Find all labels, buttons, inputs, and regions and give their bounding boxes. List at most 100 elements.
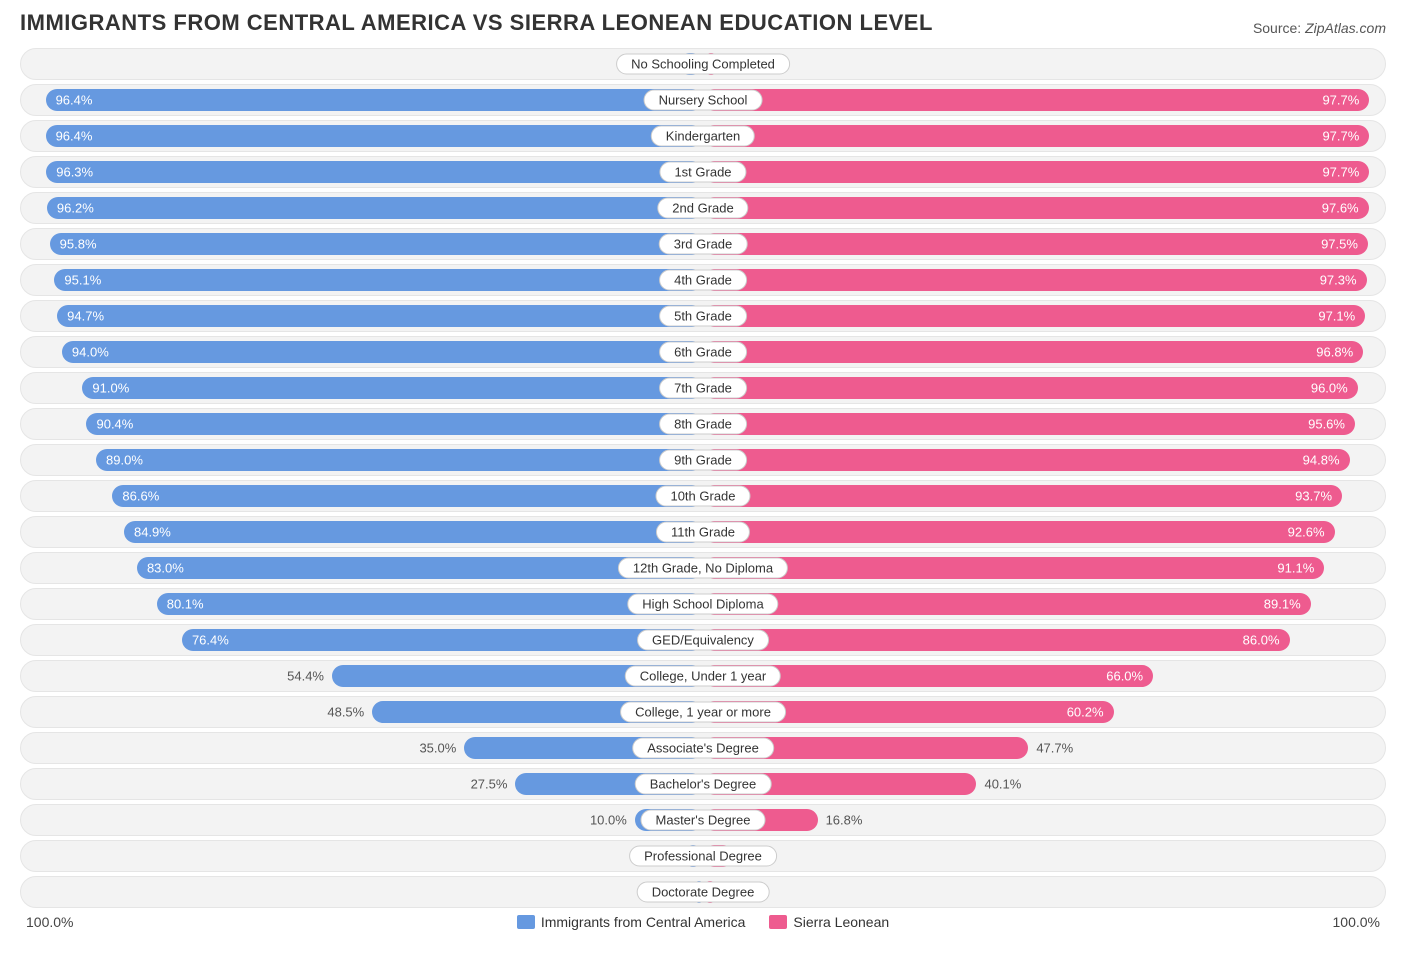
bar-value-right: 97.7%: [1322, 93, 1359, 108]
legend-swatch-left: [517, 915, 535, 929]
diverging-bar-chart: 3.6%2.3%No Schooling Completed96.4%97.7%…: [20, 48, 1386, 908]
bar-right: 96.8%: [703, 341, 1363, 363]
bar-value-right: 95.6%: [1308, 417, 1345, 432]
bar-right: 86.0%: [703, 629, 1290, 651]
chart-row: 48.5% 60.2% College, 1 year or more: [20, 696, 1386, 728]
bar-value-left: 94.0%: [72, 345, 109, 360]
chart-footer: 100.0% Immigrants from Central America S…: [20, 914, 1386, 930]
bar-value-left: 83.0%: [147, 561, 184, 576]
bar-value-left: 96.3%: [56, 165, 93, 180]
category-label: Associate's Degree: [632, 738, 774, 759]
category-label: 7th Grade: [659, 378, 747, 399]
bar-left: 94.0%: [62, 341, 703, 363]
legend: Immigrants from Central America Sierra L…: [517, 914, 889, 930]
bar-value-left: 80.1%: [167, 597, 204, 612]
chart-row: 80.1% 89.1%High School Diploma: [20, 588, 1386, 620]
bar-value-left: 54.4%: [287, 669, 332, 684]
category-label: Master's Degree: [641, 810, 766, 831]
bar-right: 95.6%: [703, 413, 1355, 435]
category-label: Bachelor's Degree: [635, 774, 772, 795]
bar-value-left: 89.0%: [106, 453, 143, 468]
category-label: Nursery School: [644, 90, 763, 111]
category-label: 12th Grade, No Diploma: [618, 558, 788, 579]
chart-row: 27.5%40.1%Bachelor's Degree: [20, 768, 1386, 800]
chart-title: IMMIGRANTS FROM CENTRAL AMERICA VS SIERR…: [20, 10, 933, 36]
category-label: 5th Grade: [659, 306, 747, 327]
bar-left: 96.4%: [46, 125, 703, 147]
bar-value-right: 40.1%: [976, 777, 1021, 792]
axis-max-left: 100.0%: [26, 914, 73, 930]
category-label: High School Diploma: [627, 594, 778, 615]
legend-label-right: Sierra Leonean: [793, 914, 889, 930]
bar-value-right: 97.7%: [1322, 129, 1359, 144]
bar-value-left: 96.2%: [57, 201, 94, 216]
chart-row: 96.4%97.7%Nursery School: [20, 84, 1386, 116]
bar-left: 95.1%: [54, 269, 703, 291]
chart-row: 91.0% 96.0%7th Grade: [20, 372, 1386, 404]
bar-value-left: 48.5%: [327, 705, 372, 720]
bar-value-left: 95.8%: [60, 237, 97, 252]
chart-row: 94.7% 97.1% 5th Grade: [20, 300, 1386, 332]
category-label: 10th Grade: [655, 486, 750, 507]
bar-value-left: 95.1%: [64, 273, 101, 288]
category-label: 3rd Grade: [659, 234, 748, 255]
chart-row: 35.0% 47.7% Associate's Degree: [20, 732, 1386, 764]
chart-row: 54.4%66.0%College, Under 1 year: [20, 660, 1386, 692]
chart-row: 83.0% 91.1%12th Grade, No Diploma: [20, 552, 1386, 584]
bar-value-left: 10.0%: [590, 813, 635, 828]
bar-value-left: 35.0%: [419, 741, 464, 756]
chart-row: 86.6%93.7%10th Grade: [20, 480, 1386, 512]
bar-right: 97.3%: [703, 269, 1367, 291]
bar-value-right: 93.7%: [1295, 489, 1332, 504]
bar-value-left: 94.7%: [67, 309, 104, 324]
bar-value-right: 97.5%: [1321, 237, 1358, 252]
bar-value-right: 60.2%: [1067, 705, 1104, 720]
bar-value-right: 94.8%: [1303, 453, 1340, 468]
category-label: 1st Grade: [659, 162, 746, 183]
category-label: College, 1 year or more: [620, 702, 786, 723]
bar-left: 89.0%: [96, 449, 703, 471]
chart-row: 95.1% 97.3% 4th Grade: [20, 264, 1386, 296]
bar-value-left: 91.0%: [92, 381, 129, 396]
legend-label-left: Immigrants from Central America: [541, 914, 746, 930]
bar-right: 97.7%: [703, 89, 1369, 111]
bar-right: 92.6%: [703, 521, 1335, 543]
legend-item-left: Immigrants from Central America: [517, 914, 746, 930]
bar-value-right: 97.3%: [1320, 273, 1357, 288]
bar-value-right: 66.0%: [1106, 669, 1143, 684]
bar-left: 96.2%: [47, 197, 703, 219]
chart-header: IMMIGRANTS FROM CENTRAL AMERICA VS SIERR…: [20, 10, 1386, 36]
bar-right: 97.5%: [703, 233, 1368, 255]
legend-item-right: Sierra Leonean: [769, 914, 889, 930]
source-label: Source:: [1253, 20, 1301, 36]
bar-value-right: 97.1%: [1318, 309, 1355, 324]
bar-left: 80.1%: [157, 593, 703, 615]
bar-value-right: 92.6%: [1288, 525, 1325, 540]
bar-value-right: 97.7%: [1322, 165, 1359, 180]
bar-right: 91.1%: [703, 557, 1324, 579]
bar-right: 96.0%: [703, 377, 1358, 399]
bar-left: 95.8%: [50, 233, 703, 255]
chart-row: 96.2%97.6%2nd Grade: [20, 192, 1386, 224]
category-label: 4th Grade: [659, 270, 747, 291]
bar-right: 97.7%: [703, 125, 1369, 147]
bar-right: 94.8%: [703, 449, 1350, 471]
chart-row: 94.0%96.8%6th Grade: [20, 336, 1386, 368]
bar-right: 89.1%: [703, 593, 1311, 615]
chart-row: 90.4%95.6%8th Grade: [20, 408, 1386, 440]
chart-row: 10.0% 16.8% Master's Degree: [20, 804, 1386, 836]
category-label: 9th Grade: [659, 450, 747, 471]
bar-value-right: 86.0%: [1243, 633, 1280, 648]
bar-value-left: 96.4%: [56, 129, 93, 144]
bar-value-right: 16.8%: [818, 813, 863, 828]
category-label: No Schooling Completed: [616, 54, 790, 75]
chart-row: 1.2%2.0%Doctorate Degree: [20, 876, 1386, 908]
bar-value-left: 90.4%: [96, 417, 133, 432]
chart-row: 76.4%86.0%GED/Equivalency: [20, 624, 1386, 656]
chart-row: 96.4%97.7%Kindergarten: [20, 120, 1386, 152]
bar-left: 84.9%: [124, 521, 703, 543]
bar-value-right: 47.7%: [1028, 741, 1073, 756]
legend-swatch-right: [769, 915, 787, 929]
chart-row: 95.8% 97.5% 3rd Grade: [20, 228, 1386, 260]
category-label: 11th Grade: [656, 522, 750, 543]
